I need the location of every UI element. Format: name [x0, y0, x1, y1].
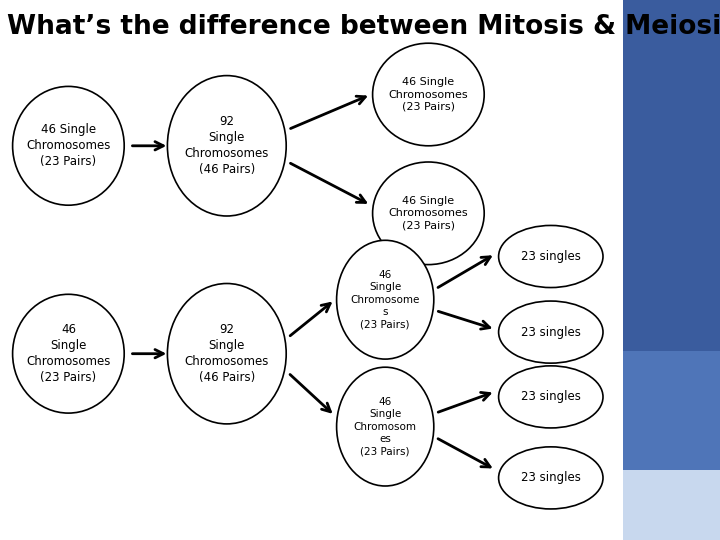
Ellipse shape: [498, 226, 603, 287]
Ellipse shape: [372, 162, 484, 265]
Bar: [623, 470, 720, 540]
Bar: [623, 0, 720, 351]
Bar: [623, 351, 720, 470]
Ellipse shape: [167, 76, 287, 216]
Ellipse shape: [337, 240, 434, 359]
Text: 46 Single
Chromosomes
(23 Pairs): 46 Single Chromosomes (23 Pairs): [389, 77, 468, 112]
Ellipse shape: [13, 86, 125, 205]
Text: 92
Single
Chromosomes
(46 Pairs): 92 Single Chromosomes (46 Pairs): [184, 116, 269, 176]
Text: 46 Single
Chromosomes
(23 Pairs): 46 Single Chromosomes (23 Pairs): [389, 196, 468, 231]
Text: 46 Single
Chromosomes
(23 Pairs): 46 Single Chromosomes (23 Pairs): [26, 123, 111, 168]
Text: 23 singles: 23 singles: [521, 471, 581, 484]
Ellipse shape: [167, 284, 287, 424]
Ellipse shape: [498, 366, 603, 428]
Text: 46
Single
Chromosome
s
(23 Pairs): 46 Single Chromosome s (23 Pairs): [351, 270, 420, 329]
Ellipse shape: [498, 301, 603, 363]
Text: 23 singles: 23 singles: [521, 326, 581, 339]
Text: 23 singles: 23 singles: [521, 390, 581, 403]
Ellipse shape: [337, 367, 434, 486]
Ellipse shape: [372, 43, 484, 146]
Ellipse shape: [498, 447, 603, 509]
Text: 23 singles: 23 singles: [521, 250, 581, 263]
Text: 46
Single
Chromosom
es
(23 Pairs): 46 Single Chromosom es (23 Pairs): [354, 397, 417, 456]
Text: 46
Single
Chromosomes
(23 Pairs): 46 Single Chromosomes (23 Pairs): [26, 323, 111, 384]
Ellipse shape: [13, 294, 125, 413]
Text: 92
Single
Chromosomes
(46 Pairs): 92 Single Chromosomes (46 Pairs): [184, 323, 269, 384]
Text: What’s the difference between Mitosis & Meiosis ?: What’s the difference between Mitosis & …: [7, 14, 720, 39]
